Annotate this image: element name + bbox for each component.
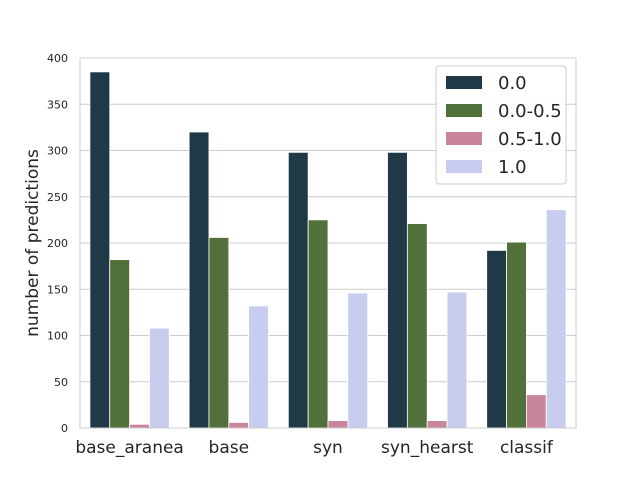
bar-base_aranea-0.0-0.5 bbox=[109, 259, 131, 429]
legend-box bbox=[435, 65, 567, 185]
bar-classif-0.0-0.5 bbox=[506, 241, 527, 429]
bar-classif-0.5-1.0 bbox=[526, 394, 547, 429]
x-tick-label-base_aranea: base_aranea bbox=[75, 438, 184, 458]
y-tick-label-200: 200 bbox=[47, 237, 68, 250]
bar-syn_hearst-0.0-0.5 bbox=[406, 223, 428, 429]
legend-swatch-0.5-1.0 bbox=[446, 132, 482, 145]
x-ticks: base_aranea base syn syn_hearst classif bbox=[75, 438, 554, 458]
y-tick-label-300: 300 bbox=[47, 145, 68, 158]
y-tick-label-250: 250 bbox=[47, 191, 68, 204]
y-tick-label-150: 150 bbox=[47, 283, 68, 296]
y-axis-label: number of predictions bbox=[23, 149, 43, 337]
bar-syn-0.0-0.5 bbox=[307, 219, 329, 429]
legend-swatch-1.0 bbox=[446, 160, 482, 173]
y-tick-label-350: 350 bbox=[47, 98, 68, 111]
plot-frame bbox=[79, 57, 577, 429]
legend-swatch-0.0 bbox=[446, 76, 482, 89]
legend-label-0.5-1.0: 0.5-1.0 bbox=[498, 129, 562, 150]
bar-syn-0.0 bbox=[287, 151, 309, 429]
legend-label-0.0: 0.0 bbox=[498, 73, 527, 94]
bar-syn-1.0 bbox=[347, 292, 369, 429]
legend-label-0.0-0.5: 0.0-0.5 bbox=[498, 101, 562, 122]
bar-base_aranea-0.0 bbox=[89, 71, 111, 429]
y-tick-label-400: 400 bbox=[47, 52, 68, 65]
legend-swatch-0.0-0.5 bbox=[446, 104, 482, 117]
x-tick-label-syn_hearst: syn_hearst bbox=[381, 438, 474, 458]
legend: 0.0 0.0-0.5 0.5-1.0 1.0 bbox=[435, 65, 567, 185]
bar-classif-0.0 bbox=[486, 249, 507, 429]
bar-syn_hearst-1.0 bbox=[446, 291, 468, 429]
y-ticks: 0 50 100 150 200 250 300 350 400 bbox=[47, 52, 68, 435]
x-tick-label-syn: syn bbox=[313, 438, 343, 458]
bars bbox=[89, 71, 567, 429]
x-tick-label-base: base bbox=[209, 438, 250, 458]
bar-base_aranea-0.5-1.0 bbox=[129, 423, 150, 429]
bar-base-0.0-0.5 bbox=[208, 237, 230, 429]
bar-base-1.0 bbox=[248, 305, 269, 429]
y-tick-label-50: 50 bbox=[54, 376, 68, 389]
bar-classif-1.0 bbox=[545, 209, 567, 429]
bar-base-0.0 bbox=[188, 131, 210, 429]
bar-base_aranea-1.0 bbox=[149, 327, 170, 429]
y-tick-label-0: 0 bbox=[61, 422, 68, 435]
bar-syn-0.5-1.0 bbox=[327, 420, 349, 429]
x-tick-label-classif: classif bbox=[500, 438, 554, 458]
bar-syn_hearst-0.5-1.0 bbox=[426, 420, 448, 429]
legend-label-1.0: 1.0 bbox=[498, 157, 527, 178]
bar-syn_hearst-0.0 bbox=[387, 151, 408, 429]
y-tick-label-100: 100 bbox=[47, 330, 68, 343]
bar-base-0.5-1.0 bbox=[228, 422, 250, 429]
